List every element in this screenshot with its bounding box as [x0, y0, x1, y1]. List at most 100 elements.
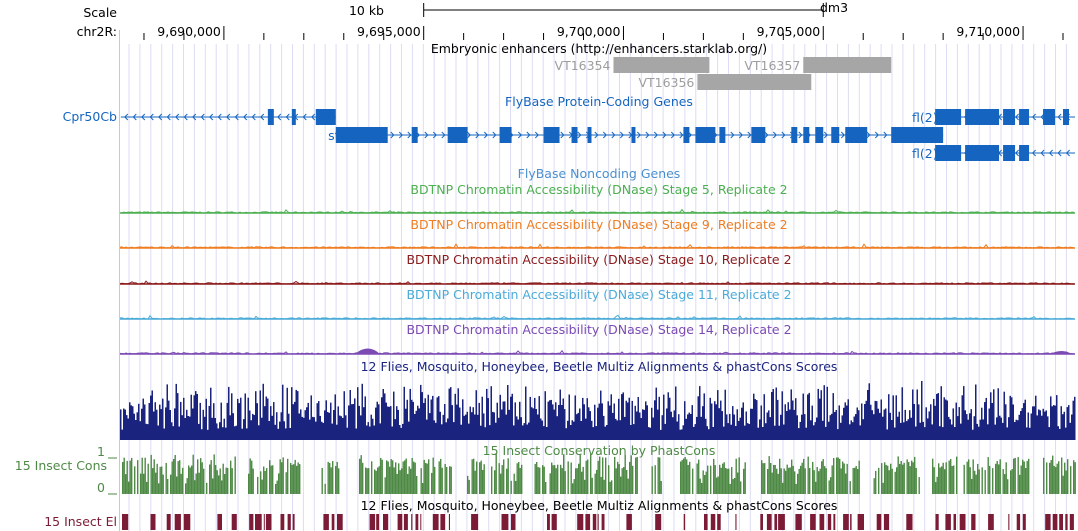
multiz-bar — [186, 409, 188, 440]
multiz-bar — [876, 401, 878, 440]
phastcons-bar — [881, 463, 883, 494]
multiz-bar — [1029, 427, 1031, 440]
ruler[interactable]: Scale 10 kb dm3 chr2R: 9,690,000 9,695,00… — [77, 0, 1064, 40]
multiz-bar — [306, 407, 308, 440]
multiz-bar — [406, 399, 408, 440]
exon — [845, 127, 868, 143]
element-block — [592, 514, 597, 530]
multiz-bar — [147, 424, 149, 440]
side-label-cpr50cb[interactable]: Cpr50Cb — [63, 109, 117, 124]
gene-fl-2-d[interactable]: fl(2)d — [912, 145, 1075, 161]
noncoding-track-title[interactable]: FlyBase Noncoding Genes — [518, 166, 681, 181]
multiz-bar — [1002, 422, 1004, 440]
protein-coding-track[interactable]: FlyBase Protein-Coding Genes Cpr50Cb stj… — [63, 94, 1075, 161]
multiz-bar — [141, 408, 143, 440]
multiz-bar — [613, 403, 615, 440]
phastcons-bar — [384, 477, 386, 494]
multiz-bar — [706, 426, 708, 440]
phastcons-bar — [801, 462, 803, 494]
exon — [1003, 109, 1016, 125]
enhancer-track-title: Embryonic enhancers (http://enhancers.st… — [431, 41, 767, 56]
phastcons-bar — [332, 461, 334, 494]
multiz-bar — [700, 416, 702, 440]
multiz-bar — [544, 391, 546, 440]
multiz-bar — [843, 407, 845, 440]
enhancer-label[interactable]: VT16357 — [744, 58, 800, 73]
phastcons-bar — [296, 465, 298, 494]
phastcons-bar — [797, 473, 799, 494]
multiz-bar — [931, 424, 933, 440]
phastcons-bar — [981, 467, 983, 494]
multiz-bar — [772, 389, 774, 440]
multiz-bar — [562, 398, 564, 440]
multiz-bar — [987, 424, 989, 440]
multiz-bar — [222, 427, 224, 440]
multiz-bar — [717, 390, 719, 440]
element-block — [1052, 514, 1058, 530]
element-block — [1059, 514, 1063, 530]
multiz-bar — [552, 404, 554, 440]
enhancer-VT16354[interactable] — [613, 57, 710, 73]
phastcons-bar — [210, 460, 212, 494]
phastcons-bar — [282, 457, 284, 494]
phastcons-bar — [146, 481, 148, 494]
multiz-bar — [685, 418, 687, 440]
gene-label[interactable]: fl(2)d — [912, 146, 946, 161]
gene-label[interactable]: stj — [328, 128, 343, 143]
phastcons-bar — [950, 459, 952, 494]
gene-cpr50cb[interactable] — [120, 109, 336, 125]
phastcons-bar — [852, 468, 854, 494]
phastcons-side-label[interactable]: 15 Insect Cons — [15, 458, 107, 473]
strand-arrow — [1040, 149, 1045, 157]
phastcons-bar — [422, 483, 424, 494]
enhancer-label[interactable]: VT16356 — [638, 75, 694, 90]
phastcons-bar — [849, 481, 851, 494]
exon — [499, 127, 512, 143]
phastcons-bar — [494, 470, 496, 494]
multiz-bar — [502, 401, 504, 440]
phastcons-bar — [249, 458, 251, 494]
strand-arrow — [1014, 113, 1020, 121]
multiz-bar — [859, 425, 861, 440]
element-block — [597, 514, 599, 530]
dnase-tracks[interactable]: BDTNP Chromatin Accessibility (DNase) St… — [119, 182, 1075, 355]
phastcons-bar — [689, 461, 691, 494]
multiz-bar — [139, 421, 141, 440]
enhancer-VT16356[interactable] — [697, 74, 812, 90]
multiz-bar — [678, 414, 680, 440]
phastcons-bar — [150, 454, 152, 494]
phastcons-bar — [195, 473, 197, 494]
phastcons-bar — [221, 480, 223, 494]
gene-stj[interactable]: stj — [328, 127, 944, 143]
elements-track[interactable]: 12 Flies, Mosquito, Honeybee, Beetle Mul… — [44, 498, 1074, 530]
multiz-track[interactable]: 12 Flies, Mosquito, Honeybee, Beetle Mul… — [120, 359, 1076, 440]
multiz-title: 12 Flies, Mosquito, Honeybee, Beetle Mul… — [361, 359, 838, 374]
multiz-bar — [853, 416, 855, 440]
enhancer-track[interactable]: Embryonic enhancers (http://enhancers.st… — [431, 41, 892, 90]
multiz-bar — [454, 393, 456, 440]
phastcons-bar — [1049, 462, 1051, 494]
phastcons-bar — [152, 468, 154, 494]
phastcons-track[interactable]: 15 Insect Conservation by PhastCons 15 I… — [15, 443, 1076, 495]
multiz-bar — [556, 416, 558, 440]
gene-fl-2-d[interactable]: fl(2)d — [912, 109, 1075, 125]
phastcons-bar — [597, 460, 599, 494]
phastcons-bar — [972, 459, 974, 494]
phastcons-bar — [935, 482, 937, 494]
multiz-bar — [918, 404, 920, 440]
elements-side-label[interactable]: 15 Insect El — [44, 514, 117, 529]
multiz-bar — [163, 428, 165, 440]
enhancer-VT16357[interactable] — [803, 57, 892, 73]
multiz-bar — [354, 398, 356, 440]
enhancer-label[interactable]: VT16354 — [555, 58, 611, 73]
phastcons-bar — [878, 467, 880, 494]
multiz-bar — [498, 417, 500, 440]
multiz-bar — [172, 426, 174, 440]
multiz-bar — [675, 386, 677, 440]
phastcons-bar — [425, 463, 427, 494]
gene-label[interactable]: fl(2)d — [912, 110, 946, 125]
multiz-bar — [304, 410, 306, 440]
multiz-bar — [358, 405, 360, 440]
element-block — [331, 514, 335, 530]
